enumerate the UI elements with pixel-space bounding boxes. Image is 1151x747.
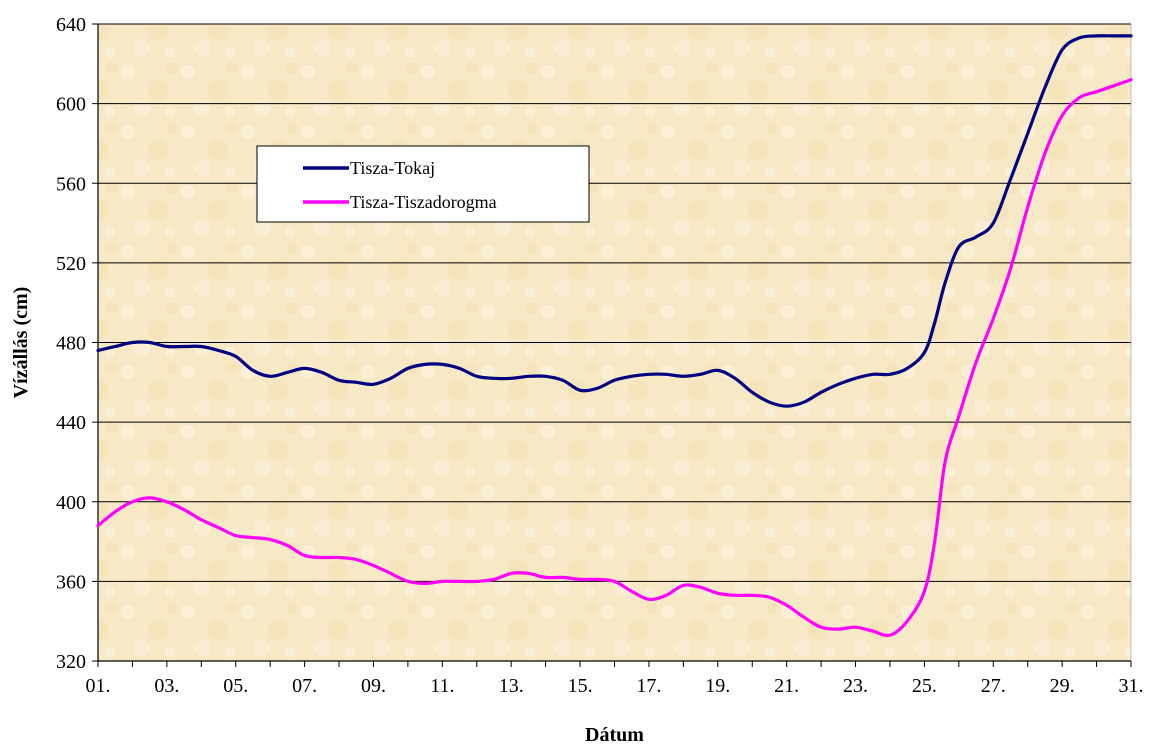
y-tick-label: 360 [56,571,86,593]
y-tick-label: 560 [56,173,86,195]
legend-box [256,145,590,223]
series-lines [96,34,1133,638]
y-tick-label: 480 [56,333,86,355]
y-tick-label: 600 [56,94,86,116]
x-tick-label: 23. [843,675,868,697]
legend-label-tisza-tokaj: Tisza-Tokaj [350,158,435,178]
axes: 320 360 400 440 480 520 560 600 640 01. 03. 05. 07. 0… [56,14,1144,697]
x-tick-label: 11. [430,675,454,697]
legend-label-tisza-tiszadorogma: Tisza-Tiszadorogma [350,192,497,212]
y-axis-title: Vízállás (cm) [10,287,32,399]
x-tick-label: 19. [705,675,730,697]
x-tick-label: 17. [636,675,661,697]
x-tick-label: 03. [154,675,179,697]
y-tick-label: 400 [56,492,86,514]
x-tick-label: 07. [292,675,317,697]
x-tick-label: 05. [223,675,248,697]
y-tick-label: 320 [56,651,86,673]
x-tick-label: 13. [499,675,524,697]
x-tick-label: 31. [1119,675,1144,697]
x-tick-label: 15. [568,675,593,697]
x-tick-label: 29. [1050,675,1075,697]
x-tick-label: 09. [361,675,386,697]
x-tick-label: 01. [86,675,111,697]
series-line-tisza-tiszadorogma [96,78,1133,638]
x-axis-title: Dátum [585,724,644,746]
x-tick-label: 27. [981,675,1006,697]
y-tick-label: 640 [56,14,86,36]
series-line-tisza-tokaj [96,34,1133,408]
legend: Tisza-Tokaj Tisza-Tiszadorogma [256,145,590,223]
gridlines [98,23,1131,582]
x-tick-label: 21. [774,675,799,697]
y-tick-label: 520 [56,253,86,275]
x-tick-label: 25. [912,675,937,697]
y-tick-label: 440 [56,412,86,434]
